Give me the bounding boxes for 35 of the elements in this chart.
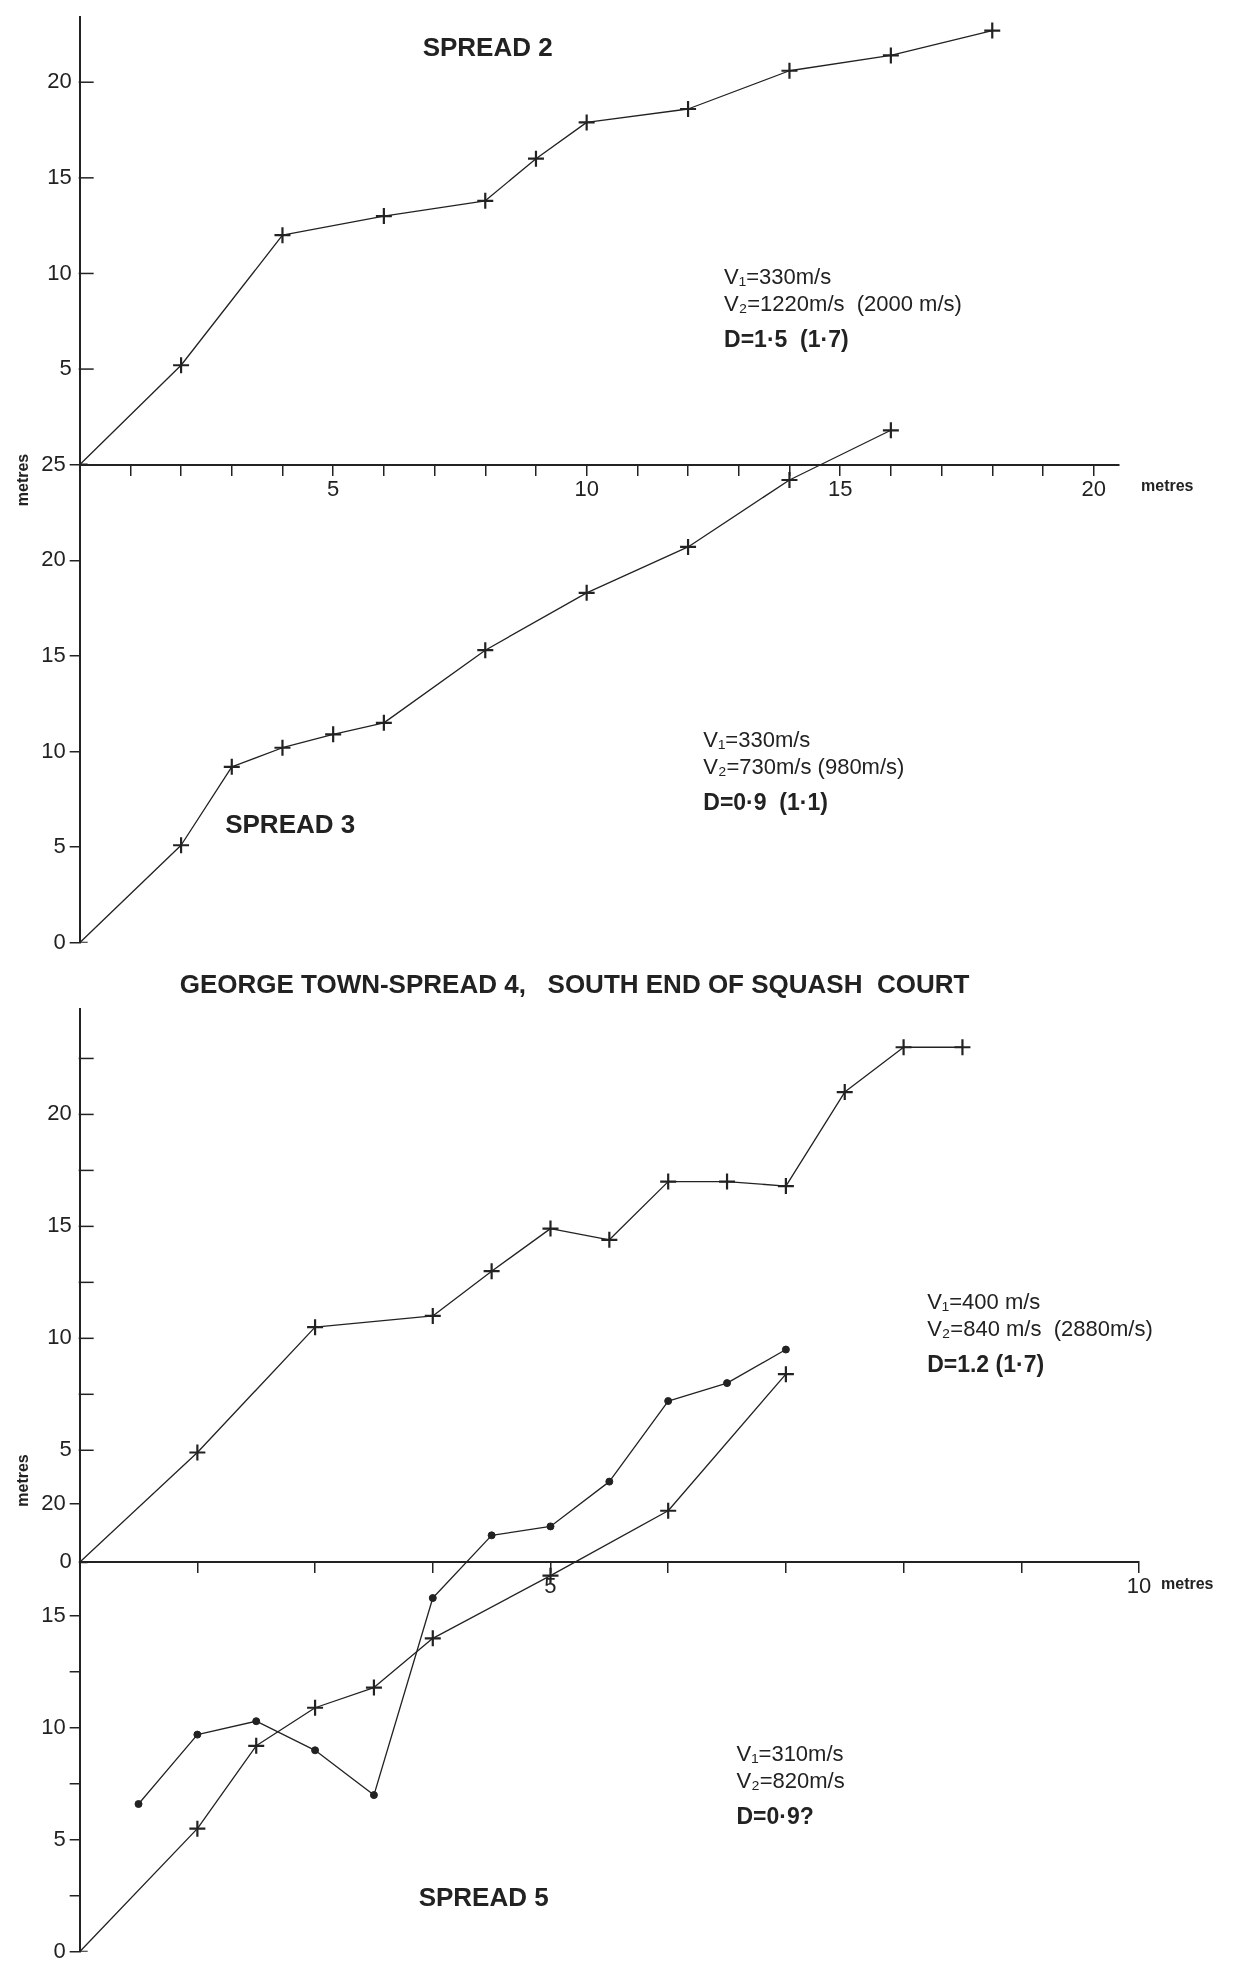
annotation: V₁=310m/s — [736, 1741, 844, 1767]
y-tick-label: 15 — [41, 642, 66, 667]
series-label: SPREAD 3 — [225, 809, 356, 840]
y-tick-label: 25 — [41, 450, 66, 476]
annotation: V₂=730m/s (980m/s) — [703, 753, 905, 779]
y-axis-title: metres — [14, 1454, 32, 1507]
annotation: V₂=840 m/s (2880m/s) — [927, 1316, 1153, 1342]
annotation: V₁=330m/s — [724, 264, 832, 290]
y-tick-label: 10 — [41, 1713, 66, 1739]
y-tick-label: 20 — [41, 1490, 66, 1516]
annotation: D=0·9 (1·1) — [703, 788, 828, 815]
y-axis-title: metres — [14, 453, 32, 507]
y-tick-label: 5 — [53, 833, 66, 859]
x-tick-label: 5 — [327, 475, 340, 501]
text: SPREAD 2 — [422, 31, 553, 62]
x-tick-label: 15 — [827, 475, 853, 501]
annotation: V₁=330m/s — [703, 726, 811, 752]
annotation: D=1.2 (1·7) — [927, 1350, 1045, 1377]
y-tick-label: 10 — [41, 737, 66, 763]
chart-title: GEORGE TOWN-SPREAD 4, SOUTH END OF SQUASH COURT — [179, 968, 970, 999]
y-tick-label: 20 — [41, 546, 66, 572]
y-tick-label: 0 — [53, 1937, 66, 1963]
annotation: V₂=820m/s — [736, 1768, 845, 1794]
y-tick-label: 15 — [41, 1602, 66, 1628]
x-tick-label: 10 — [574, 475, 599, 501]
annotation: D=1·5 (1·7) — [724, 325, 849, 352]
annotation: V₂=1220m/s (2000 m/s) — [724, 291, 962, 317]
y-tick-label: 5 — [53, 1825, 66, 1851]
x-tick-label: 20 — [1081, 475, 1106, 501]
x-axis-title: metres — [1161, 1574, 1214, 1592]
y-tick-label: 0 — [53, 928, 66, 954]
annotation: D=0·9? — [736, 1803, 814, 1830]
annotation: V₁=400 m/s — [927, 1289, 1041, 1315]
text: SPREAD 5 — [418, 1881, 549, 1912]
x-axis-title: metres — [1141, 477, 1194, 495]
